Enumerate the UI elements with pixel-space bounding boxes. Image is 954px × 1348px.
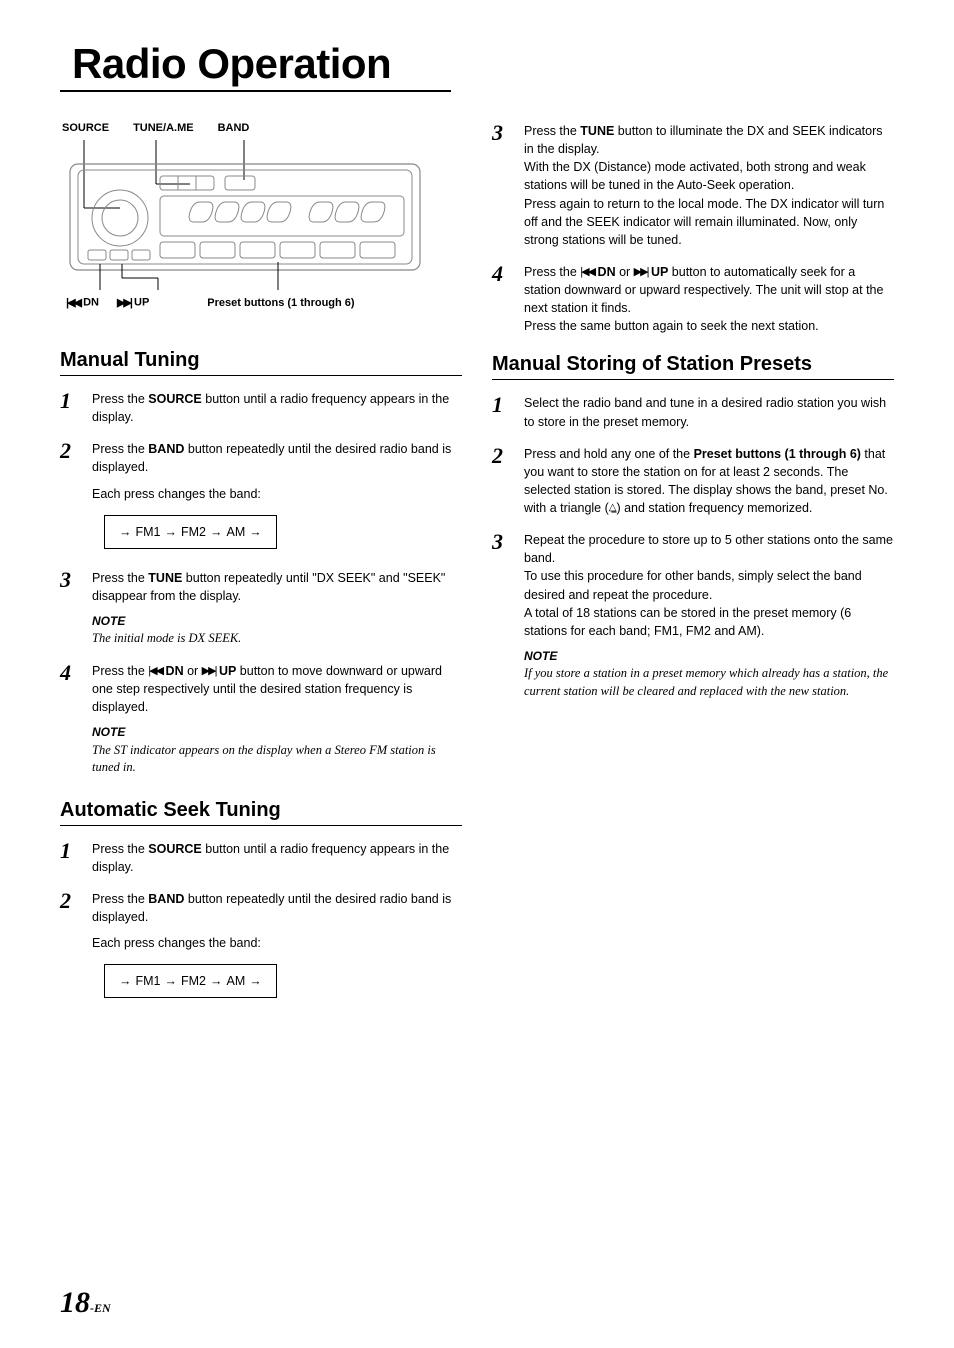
step-number: 2 xyxy=(492,445,524,518)
step-body: Press the BAND button repeatedly until t… xyxy=(92,440,462,554)
page-suffix: -EN xyxy=(90,1301,111,1315)
step-number: 1 xyxy=(492,394,524,430)
step-number: 3 xyxy=(60,569,92,648)
instruction-step: 1Press the SOURCE button until a radio f… xyxy=(60,840,462,876)
diagram-top-labels: SOURCE TUNE/A.ME BAND xyxy=(60,122,462,134)
note-label: NOTE xyxy=(92,613,462,630)
step-text: Press and hold any one of the Preset but… xyxy=(524,445,894,518)
step-number: 3 xyxy=(492,122,524,249)
step-text: Press the |◀◀ DN or ▶▶| UP button to mov… xyxy=(92,662,462,716)
instruction-step: 3Repeat the procedure to store up to 5 o… xyxy=(492,531,894,700)
step-number: 4 xyxy=(60,662,92,777)
instruction-step: 1Press the SOURCE button until a radio f… xyxy=(60,390,462,426)
step-body: Press the TUNE button to illuminate the … xyxy=(524,122,894,249)
note-label: NOTE xyxy=(524,648,894,665)
right-column: 3Press the TUNE button to illuminate the… xyxy=(492,122,894,1018)
instruction-step: 1Select the radio band and tune in a des… xyxy=(492,394,894,430)
step-body: Press the TUNE button repeatedly until "… xyxy=(92,569,462,648)
note-text: The initial mode is DX SEEK. xyxy=(92,630,462,648)
step-number: 3 xyxy=(492,531,524,700)
step-text: Press the BAND button repeatedly until t… xyxy=(92,890,462,926)
step-text: Press the TUNE button to illuminate the … xyxy=(524,122,894,249)
instruction-step: 4Press the |◀◀ DN or ▶▶| UP button to mo… xyxy=(60,662,462,777)
step-text: Press the |◀◀ DN or ▶▶| UP button to aut… xyxy=(524,263,894,336)
step-number: 4 xyxy=(492,263,524,336)
section-auto-seek: 1Press the SOURCE button until a radio f… xyxy=(60,840,462,1005)
step-body: Press the |◀◀ DN or ▶▶| UP button to aut… xyxy=(524,263,894,336)
instruction-step: 2Press the BAND button repeatedly until … xyxy=(60,440,462,554)
instruction-step: 4Press the |◀◀ DN or ▶▶| UP button to au… xyxy=(492,263,894,336)
page-number: 18 xyxy=(60,1286,90,1319)
step-text: Select the radio band and tune in a desi… xyxy=(524,394,894,430)
page-title: Radio Operation xyxy=(60,40,451,92)
note-label: NOTE xyxy=(92,724,462,741)
step-extra-text: Each press changes the band: xyxy=(92,485,462,503)
radio-diagram: SOURCE TUNE/A.ME BAND xyxy=(60,122,462,309)
page-footer: 18-EN xyxy=(60,1286,111,1320)
step-number: 1 xyxy=(60,840,92,876)
step-number: 1 xyxy=(60,390,92,426)
heading-auto-seek: Automatic Seek Tuning xyxy=(60,799,462,826)
instruction-step: 2Press and hold any one of the Preset bu… xyxy=(492,445,894,518)
band-cycle-box: →FM1 → FM2 → AM → xyxy=(104,515,277,549)
label-tune: TUNE/A.ME xyxy=(133,122,194,134)
step-body: Select the radio band and tune in a desi… xyxy=(524,394,894,430)
band-cycle-box: →FM1 → FM2 → AM → xyxy=(104,964,277,998)
car-radio-illustration xyxy=(60,140,430,290)
step-body: Press and hold any one of the Preset but… xyxy=(524,445,894,518)
step-text: Press the BAND button repeatedly until t… xyxy=(92,440,462,476)
step-text: Repeat the procedure to store up to 5 ot… xyxy=(524,531,894,640)
section-manual-tuning: 1Press the SOURCE button until a radio f… xyxy=(60,390,462,777)
prev-track-icon: |◀◀ xyxy=(66,296,80,309)
step-body: Repeat the procedure to store up to 5 ot… xyxy=(524,531,894,700)
step-text: Press the TUNE button repeatedly until "… xyxy=(92,569,462,605)
instruction-step: 2Press the BAND button repeatedly until … xyxy=(60,890,462,1004)
left-column: SOURCE TUNE/A.ME BAND xyxy=(60,122,462,1018)
step-body: Press the SOURCE button until a radio fr… xyxy=(92,390,462,426)
section-auto-seek-continued: 3Press the TUNE button to illuminate the… xyxy=(492,122,894,335)
step-number: 2 xyxy=(60,890,92,1004)
label-dn: DN xyxy=(83,296,99,308)
label-band: BAND xyxy=(218,122,250,134)
step-number: 2 xyxy=(60,440,92,554)
section-manual-storing: 1Select the radio band and tune in a des… xyxy=(492,394,894,700)
step-text: Press the SOURCE button until a radio fr… xyxy=(92,390,462,426)
label-up: UP xyxy=(134,296,149,308)
label-preset-buttons: Preset buttons (1 through 6) xyxy=(207,297,354,309)
step-body: Press the |◀◀ DN or ▶▶| UP button to mov… xyxy=(92,662,462,777)
step-extra-text: Each press changes the band: xyxy=(92,934,462,952)
step-body: Press the SOURCE button until a radio fr… xyxy=(92,840,462,876)
note-text: If you store a station in a preset memor… xyxy=(524,665,894,700)
heading-manual-tuning: Manual Tuning xyxy=(60,349,462,376)
instruction-step: 3Press the TUNE button to illuminate the… xyxy=(492,122,894,249)
label-source: SOURCE xyxy=(62,122,109,134)
step-body: Press the BAND button repeatedly until t… xyxy=(92,890,462,1004)
content-columns: SOURCE TUNE/A.ME BAND xyxy=(60,122,894,1018)
heading-manual-storing: Manual Storing of Station Presets xyxy=(492,353,894,380)
step-text: Press the SOURCE button until a radio fr… xyxy=(92,840,462,876)
next-track-icon: ▶▶| xyxy=(117,296,131,309)
diagram-bottom-labels: |◀◀ DN ▶▶| UP Preset buttons (1 through … xyxy=(60,296,462,309)
instruction-step: 3Press the TUNE button repeatedly until … xyxy=(60,569,462,648)
note-text: The ST indicator appears on the display … xyxy=(92,742,462,777)
